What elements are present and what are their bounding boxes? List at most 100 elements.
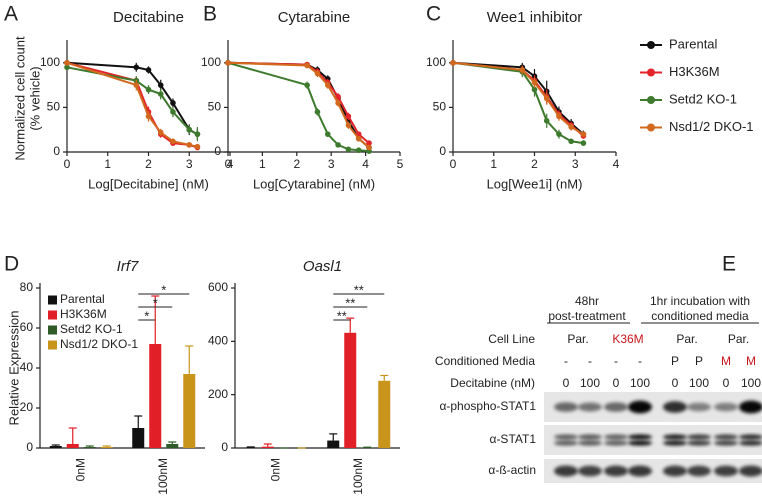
bar (244, 447, 257, 448)
blot-band (739, 434, 762, 440)
data-point (450, 60, 456, 66)
blot-band (663, 440, 687, 446)
significance-label: ** (337, 308, 347, 323)
x-tick-label: 1 (490, 157, 497, 171)
data-point (345, 113, 352, 120)
row-cell: 0 (723, 376, 730, 390)
series-line (452, 61, 585, 135)
bar (49, 446, 62, 448)
data-point (366, 140, 372, 146)
y-tick-label: 400 (208, 334, 228, 348)
y-tick-label: 50 (208, 100, 222, 114)
data-point (225, 60, 231, 66)
data-point (345, 146, 352, 153)
series-line (227, 61, 370, 149)
group-header: 48hr (575, 294, 599, 308)
blot-band (628, 465, 652, 477)
row-cell: - (588, 354, 592, 368)
chart-title: Cytarabine (278, 9, 351, 26)
x-tick-label: 3 (186, 157, 193, 171)
blot-band (739, 400, 762, 414)
data-point (194, 131, 201, 137)
data-point (580, 131, 587, 137)
blot-band (687, 434, 711, 440)
bar (149, 344, 162, 448)
blot-band (604, 434, 628, 440)
data-point (324, 131, 331, 137)
data-point (531, 79, 538, 86)
blot-band (554, 434, 578, 440)
y-tick-label: 0 (53, 144, 60, 158)
bar (66, 444, 79, 448)
x-tick-label: 4 (613, 157, 620, 171)
row-cell: P (695, 354, 703, 368)
blot-band (554, 402, 578, 412)
blot-band (714, 440, 738, 446)
data-point (157, 82, 164, 88)
legend-label: Parental (60, 292, 105, 306)
row-cell: 100 (741, 376, 761, 390)
data-point (157, 91, 164, 97)
series-line (66, 61, 198, 148)
x-axis-label: Log[Decitabine] (nM) (88, 176, 209, 191)
row-cell: 100 (580, 376, 600, 390)
data-point (580, 140, 587, 146)
data-point (170, 100, 176, 106)
data-point (519, 67, 526, 73)
y-tick-label: 100 (40, 55, 60, 69)
x-tick-label: 0 (450, 157, 457, 171)
bar (361, 447, 374, 448)
antibody-label: α-STAT1 (490, 432, 537, 446)
data-point (186, 126, 193, 133)
legend-label: Nsd1/2 DKO-1 (669, 119, 754, 134)
blot-band (628, 434, 652, 440)
legend-marker (647, 41, 655, 49)
y-tick-label: 100 (426, 55, 446, 69)
panel-label: E (722, 253, 736, 276)
legend-swatch (48, 340, 57, 350)
chart-title: Decitabine (113, 9, 184, 26)
data-point (170, 138, 176, 145)
data-point (186, 142, 193, 148)
data-point (568, 138, 574, 145)
blot-band (739, 440, 762, 446)
group-header: 1hr incubation with (650, 294, 750, 308)
data-point (556, 131, 562, 137)
series-line (66, 61, 198, 136)
x-tick-label: 100nM (156, 458, 170, 495)
data-point (304, 62, 310, 69)
panel-label: C (426, 3, 441, 26)
blot-band (604, 402, 628, 412)
data-point (556, 113, 562, 120)
x-tick-label: 4 (362, 157, 369, 171)
data-point (133, 82, 140, 88)
row-cell: Par. (728, 332, 749, 346)
group-header: conditioned media (651, 309, 749, 323)
x-tick-label: 1 (259, 157, 266, 171)
series-line (452, 61, 584, 145)
y-tick-label: 200 (208, 387, 228, 401)
panel-label: B (203, 3, 217, 26)
blot-band (578, 440, 602, 446)
series-line (452, 61, 585, 137)
row-cell: 100 (689, 376, 709, 390)
x-tick-label: 0nM (73, 458, 87, 481)
x-tick-label: 4 (227, 157, 234, 171)
y-tick-label: 50 (433, 100, 447, 114)
y-axis-label: Relative Expression (6, 311, 21, 426)
blot-band (687, 440, 711, 446)
data-point (568, 124, 574, 130)
data-point (145, 86, 152, 93)
series-line (66, 61, 198, 149)
data-point (304, 82, 310, 88)
legend-swatch (48, 310, 57, 320)
legend-marker (647, 68, 655, 77)
blot-background (544, 425, 762, 455)
blot-band (554, 465, 578, 477)
legend-marker (647, 96, 655, 104)
panel-label: A (4, 3, 18, 26)
data-point (64, 64, 70, 71)
blot-band (628, 440, 652, 446)
significance-label: ** (354, 282, 364, 297)
data-point (145, 67, 152, 73)
